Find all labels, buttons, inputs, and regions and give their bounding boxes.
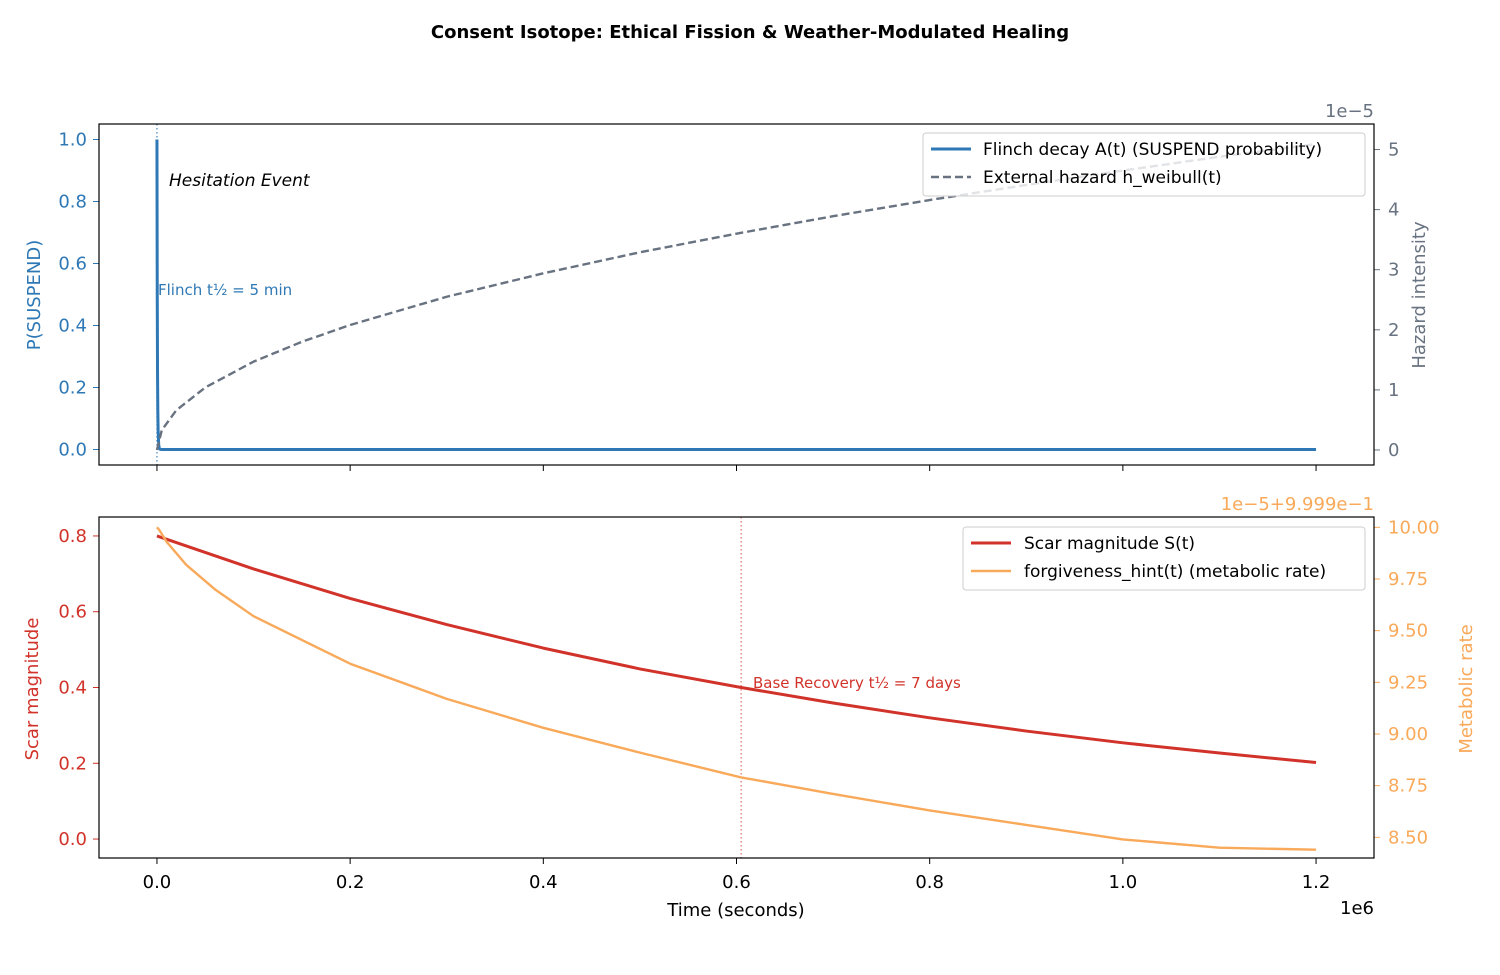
bottom-left-ylabel: Scar magnitude — [22, 618, 43, 761]
bottom-right-y-tick-label: 8.50 — [1388, 827, 1428, 848]
top-left-y-tick-label: 0.8 — [58, 192, 87, 213]
bottom-legend-box — [962, 526, 1366, 591]
base-recovery-annotation: Base Recovery t½ = 7 days — [753, 674, 961, 692]
x-axis-label: Time (seconds) — [666, 900, 804, 921]
bottom-legend: Scar magnitude S(t) forgiveness_hint(t) … — [962, 526, 1366, 591]
x-tick-label: 0.4 — [529, 872, 558, 893]
top-right-y-tick-label: 3 — [1388, 260, 1399, 281]
bottom-left-y-tick-label: 0.4 — [58, 678, 87, 699]
legend-forgiveness-label: forgiveness_hint(t) (metabolic rate) — [1024, 562, 1326, 582]
x-tick-label: 1.0 — [1109, 872, 1138, 893]
top-left-y-tick-label: 1.0 — [58, 130, 87, 151]
x-offset-text: 1e6 — [1340, 898, 1374, 919]
x-tick-label: 0.0 — [143, 872, 172, 893]
top-legend: Flinch decay A(t) (SUSPEND probability) … — [922, 132, 1366, 197]
figure-title: Consent Isotope: Ethical Fission & Weath… — [431, 22, 1069, 43]
top-series-line-0 — [155, 139, 1317, 451]
legend-flinch-label: Flinch decay A(t) (SUSPEND probability) — [983, 140, 1322, 160]
x-tick-label: 0.2 — [336, 872, 365, 893]
flinch-halflife-annotation: Flinch t½ = 5 min — [158, 281, 292, 299]
top-right-y-tick-label: 0 — [1388, 440, 1399, 461]
top-right-y-tick-label: 2 — [1388, 320, 1399, 341]
bottom-right-y-tick-label: 9.50 — [1388, 621, 1428, 642]
x-tick-label: 1.2 — [1302, 872, 1331, 893]
bottom-right-offset-text: 1e−5+9.999e−1 — [1221, 494, 1374, 515]
bottom-left-y-tick-label: 0.0 — [58, 829, 87, 850]
bottom-left-y-tick-label: 0.8 — [58, 526, 87, 547]
bottom-right-ylabel: Metabolic rate — [1456, 624, 1477, 753]
bottom-right-y-tick-label: 8.75 — [1388, 776, 1428, 797]
top-legend-box — [922, 132, 1366, 197]
top-left-y-tick-label: 0.0 — [58, 440, 87, 461]
bottom-right-y-tick-label: 9.00 — [1388, 724, 1428, 745]
x-tick-label: 0.8 — [915, 872, 944, 893]
top-panel: 0.0 0.2 0.4 0.6 0.8 1.0 0 1 2 3 4 5 P(SUSPEND) Haza… — [24, 101, 1430, 471]
bottom-axis-ticks: 0.0 0.2 0.4 0.6 0.8 1.0 1.2 0.0 0.2 0.4 0.6 0.8 8.50… — [58, 517, 1439, 893]
bottom-panel: 0.0 0.2 0.4 0.6 0.8 1.0 1.2 0.0 0.2 0.4 0.6 0.8 8.50… — [22, 494, 1477, 921]
top-axis-ticks: 0.0 0.2 0.4 0.6 0.8 1.0 0 1 2 3 4 5 — [58, 130, 1399, 471]
top-right-y-tick-label: 4 — [1388, 200, 1399, 221]
top-right-ylabel: Hazard intensity — [1409, 221, 1430, 369]
bottom-left-y-tick-label: 0.6 — [58, 602, 87, 623]
top-left-y-tick-label: 0.2 — [58, 378, 87, 399]
bottom-right-y-tick-label: 10.00 — [1388, 517, 1440, 538]
top-right-y-tick-label: 5 — [1388, 140, 1399, 161]
bottom-right-y-tick-label: 9.25 — [1388, 672, 1428, 693]
x-tick-label: 0.6 — [722, 872, 751, 893]
top-axes-frame — [98, 123, 1375, 466]
top-left-y-tick-label: 0.4 — [58, 316, 87, 337]
bottom-plot-area — [156, 517, 1317, 858]
bottom-axes-frame — [98, 516, 1375, 859]
bottom-series-line-0 — [156, 534, 1317, 765]
bottom-left-y-tick-label: 0.2 — [58, 753, 87, 774]
top-right-y-tick-label: 1 — [1388, 380, 1399, 401]
hesitation-event-annotation: Hesitation Event — [169, 171, 311, 191]
legend-scar-label: Scar magnitude S(t) — [1024, 534, 1195, 554]
bottom-right-y-tick-label: 9.75 — [1388, 569, 1428, 590]
bottom-series-line-1 — [156, 526, 1317, 851]
top-left-y-tick-label: 0.6 — [58, 254, 87, 275]
legend-hazard-label: External hazard h_weibull(t) — [983, 168, 1222, 188]
top-right-offset-text: 1e−5 — [1325, 101, 1374, 122]
top-left-ylabel: P(SUSPEND) — [24, 240, 45, 350]
